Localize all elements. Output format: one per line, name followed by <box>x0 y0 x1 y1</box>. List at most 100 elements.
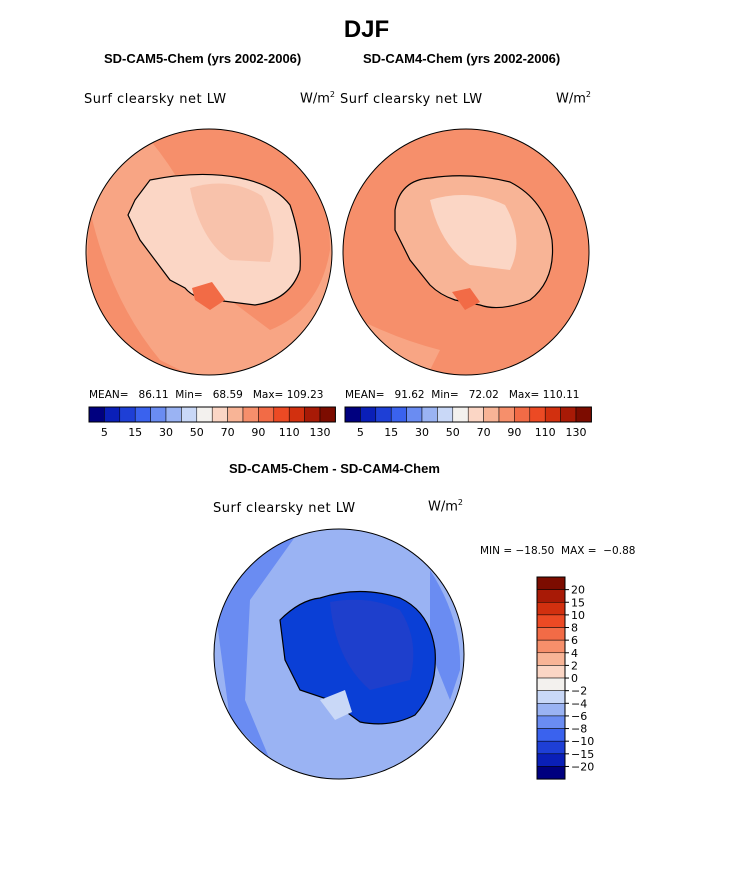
map2-hot-spot <box>452 288 480 310</box>
colorbar-difference-swatch <box>536 728 566 742</box>
panel2-units: W/m2 <box>556 90 591 107</box>
colorbar-cam4-swatch <box>575 406 592 423</box>
colorbar-cam4-swatch <box>344 406 361 423</box>
colorbar-difference-tick-label: −15 <box>571 748 594 761</box>
colorbar-difference-swatch <box>536 715 566 729</box>
figure-title: DJF <box>343 16 390 43</box>
colorbar-cam5-swatch <box>196 406 213 423</box>
colorbar-cam5-tick-label: 15 <box>128 426 142 439</box>
difference-units: W/m2 <box>428 498 463 515</box>
colorbar-cam5-tick-label: 110 <box>279 426 300 439</box>
colorbar-difference-swatch <box>536 753 566 767</box>
colorbar-cam4-swatch <box>483 406 500 423</box>
map3-pale-spot <box>320 690 352 720</box>
colorbar-difference-swatch <box>536 589 566 603</box>
panel1-units: W/m2 <box>300 90 335 107</box>
colorbar-cam5-tick-label: 90 <box>251 426 265 439</box>
colorbar-difference-tick-label: 10 <box>571 609 585 622</box>
colorbar-difference-swatch <box>536 627 566 641</box>
colorbar-cam4-swatch <box>390 406 407 423</box>
map1-interior <box>190 183 274 262</box>
colorbar-cam4-swatch <box>375 406 392 423</box>
colorbar-cam5-swatch <box>304 406 321 423</box>
colorbar-cam4-tick-label: 50 <box>446 426 460 439</box>
map-cam4 <box>343 129 589 375</box>
panel2-field-label: Surf clearsky net LW <box>340 92 483 107</box>
colorbar-cam4-swatch <box>544 406 561 423</box>
colorbar-cam5-tick-label: 5 <box>101 426 108 439</box>
colorbar-cam4-swatch <box>560 406 577 423</box>
colorbar-cam4: 5 15 30 50 70 90 110 130 <box>344 406 592 439</box>
colorbar-cam5-swatch <box>104 406 121 423</box>
colorbar-cam4-swatch <box>452 406 469 423</box>
colorbar-difference-swatch <box>536 665 566 679</box>
colorbar-cam5-swatch <box>227 406 244 423</box>
colorbar-difference-tick-label: 6 <box>571 634 578 647</box>
colorbar-cam5-swatch <box>319 406 336 423</box>
colorbar-difference-swatch <box>536 652 566 666</box>
colorbar-difference-tick-label: 8 <box>571 622 578 635</box>
map1-border <box>85 128 333 376</box>
colorbar-difference-tick-label: −8 <box>571 723 587 736</box>
colorbar-cam4-tick-label: 110 <box>535 426 556 439</box>
map3-outer-band <box>214 530 300 760</box>
colorbar-cam5-swatch <box>181 406 198 423</box>
colorbar-cam4-tick-label: 90 <box>507 426 521 439</box>
colorbar-cam5-swatch <box>242 406 259 423</box>
colorbar-difference-swatch <box>536 677 566 691</box>
panel2-stats: MEAN= 91.62 Min= 72.02 Max= 110.11 <box>345 389 580 401</box>
colorbar-cam4-tick-label: 130 <box>566 426 587 439</box>
panel2-title: SD-CAM4-Chem (yrs 2002-2006) <box>363 51 561 66</box>
panel1-title: SD-CAM5-Chem (yrs 2002-2006) <box>104 51 302 66</box>
colorbar-difference-swatch <box>536 766 566 780</box>
colorbar-cam4-swatch <box>529 406 546 423</box>
map3-interior <box>330 599 414 690</box>
colorbar-difference-swatch <box>536 740 566 755</box>
colorbar-cam5-swatch <box>288 406 305 423</box>
colorbar-difference-swatch <box>536 602 566 616</box>
colorbar-cam4-tick-label: 5 <box>357 426 364 439</box>
map-difference <box>214 529 464 779</box>
colorbar-cam5-swatch <box>150 406 167 423</box>
difference-title: SD-CAM5-Chem - SD-CAM4-Chem <box>229 461 440 476</box>
colorbar-cam4-swatch <box>421 406 438 423</box>
colorbar-difference-tick-label: 4 <box>571 647 578 660</box>
panel1-field-label: Surf clearsky net LW <box>84 92 227 107</box>
colorbar-difference-tick-label: −6 <box>571 710 587 723</box>
colorbar-cam4-tick-label: 15 <box>384 426 398 439</box>
colorbar-difference-tick-label: 2 <box>571 659 578 672</box>
colorbar-cam5-swatch <box>134 406 151 423</box>
colorbar-cam5-swatch <box>119 406 136 423</box>
colorbar-difference-tick-label: −10 <box>571 735 594 748</box>
map-cam5 <box>86 129 332 375</box>
colorbar-difference-swatch <box>536 690 566 704</box>
colorbar-cam5: 5 15 30 50 70 90 110 130 <box>88 406 336 439</box>
colorbar-difference-tick-label: 0 <box>571 672 578 685</box>
colorbar-difference-swatch <box>536 703 566 717</box>
colorbar-cam5-swatch <box>211 406 228 423</box>
colorbar-difference-tick-label: 15 <box>571 596 585 609</box>
colorbar-cam5-swatch <box>165 406 182 423</box>
map1-hot-spot <box>192 282 225 310</box>
colorbar-cam4-swatch <box>437 406 454 423</box>
map2-interior <box>430 195 517 270</box>
colorbar-cam4-swatch <box>498 406 515 423</box>
colorbar-difference-tick-label: −2 <box>571 685 587 698</box>
colorbar-cam5-swatch <box>88 406 105 423</box>
difference-field-label: Surf clearsky net LW <box>213 501 356 516</box>
map2-border <box>342 128 590 376</box>
colorbar-cam4-tick-label: 70 <box>477 426 491 439</box>
colorbar-difference-swatch <box>536 639 566 654</box>
colorbar-cam4-tick-label: 30 <box>415 426 429 439</box>
colorbar-cam4-swatch <box>514 406 531 423</box>
colorbar-difference-swatch <box>536 576 566 590</box>
colorbar-cam4-swatch <box>360 406 377 423</box>
colorbar-cam5-tick-label: 50 <box>190 426 204 439</box>
colorbar-cam5-tick-label: 130 <box>310 426 331 439</box>
difference-stats: MIN = −18.50 MAX = −0.88 <box>480 545 636 557</box>
colorbar-cam5-tick-label: 70 <box>221 426 235 439</box>
colorbar-cam5-swatch <box>258 406 275 423</box>
colorbar-difference-tick-label: −20 <box>571 760 594 773</box>
